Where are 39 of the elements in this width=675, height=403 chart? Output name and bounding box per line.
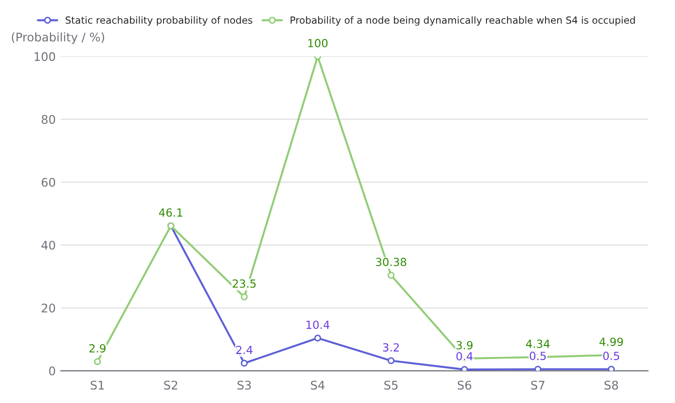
x-tick-label: S6 — [458, 380, 472, 390]
data-label: 10.4 — [306, 320, 330, 329]
data-label: 3.2 — [383, 343, 399, 352]
point — [608, 366, 615, 371]
data-label: 30.38 — [376, 258, 406, 266]
point — [461, 366, 468, 371]
x-tick-label: S1 — [90, 380, 104, 390]
data-label: 4.99 — [599, 338, 623, 346]
y-tick-label: 0 — [49, 366, 56, 376]
data-label: 23.5 — [232, 279, 256, 288]
point — [240, 360, 248, 367]
data-label: 3.9 — [456, 341, 473, 350]
y-tick-label: 40 — [41, 240, 56, 250]
point — [388, 272, 395, 279]
y-axis-title: (Probability / %) — [12, 32, 104, 44]
point — [534, 366, 542, 371]
y-tick-label: 60 — [42, 178, 56, 187]
legend-label: Probability of a node being dynamically reachable when S4 is occupied — [290, 16, 635, 26]
y-tick-label: 80 — [42, 115, 56, 124]
x-tick-label: S4 — [310, 380, 325, 390]
data-label: 2.4 — [236, 346, 252, 354]
x-tick-label: S2 — [164, 380, 178, 390]
point — [94, 358, 101, 366]
data-label: 46.1 — [159, 208, 182, 217]
data-label: 2.9 — [89, 344, 106, 353]
y-tick-label: 20 — [42, 304, 56, 313]
x-tick-label: S7 — [531, 380, 544, 390]
data-label: 0.4 — [456, 352, 473, 360]
point — [388, 357, 395, 364]
legend-label: Static reachability probability of nodes — [66, 16, 252, 26]
point — [314, 334, 322, 342]
x-tick-label: S3 — [238, 380, 251, 390]
data-label: 100 — [308, 38, 328, 48]
data-label: 0.5 — [603, 352, 620, 360]
data-label: 4.34 — [526, 340, 550, 348]
x-tick-label: S5 — [384, 380, 398, 390]
y-tick-label: 100 — [34, 52, 56, 62]
x-tick-label: S8 — [604, 380, 618, 390]
point — [240, 293, 248, 300]
